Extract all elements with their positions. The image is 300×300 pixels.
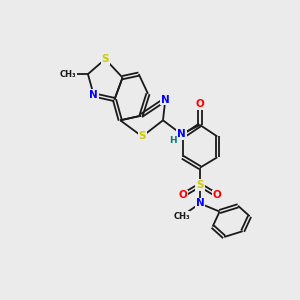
Text: O: O xyxy=(196,99,204,109)
Text: N: N xyxy=(177,129,186,139)
Text: N: N xyxy=(196,199,204,208)
Text: S: S xyxy=(101,54,109,64)
Text: CH₃: CH₃ xyxy=(173,212,190,221)
Text: CH₃: CH₃ xyxy=(60,70,76,79)
Text: H: H xyxy=(169,136,177,145)
Text: N: N xyxy=(161,94,170,104)
Text: S: S xyxy=(138,131,146,142)
Text: S: S xyxy=(196,180,204,190)
Text: O: O xyxy=(178,190,187,200)
Text: O: O xyxy=(213,190,222,200)
Text: N: N xyxy=(89,90,98,100)
